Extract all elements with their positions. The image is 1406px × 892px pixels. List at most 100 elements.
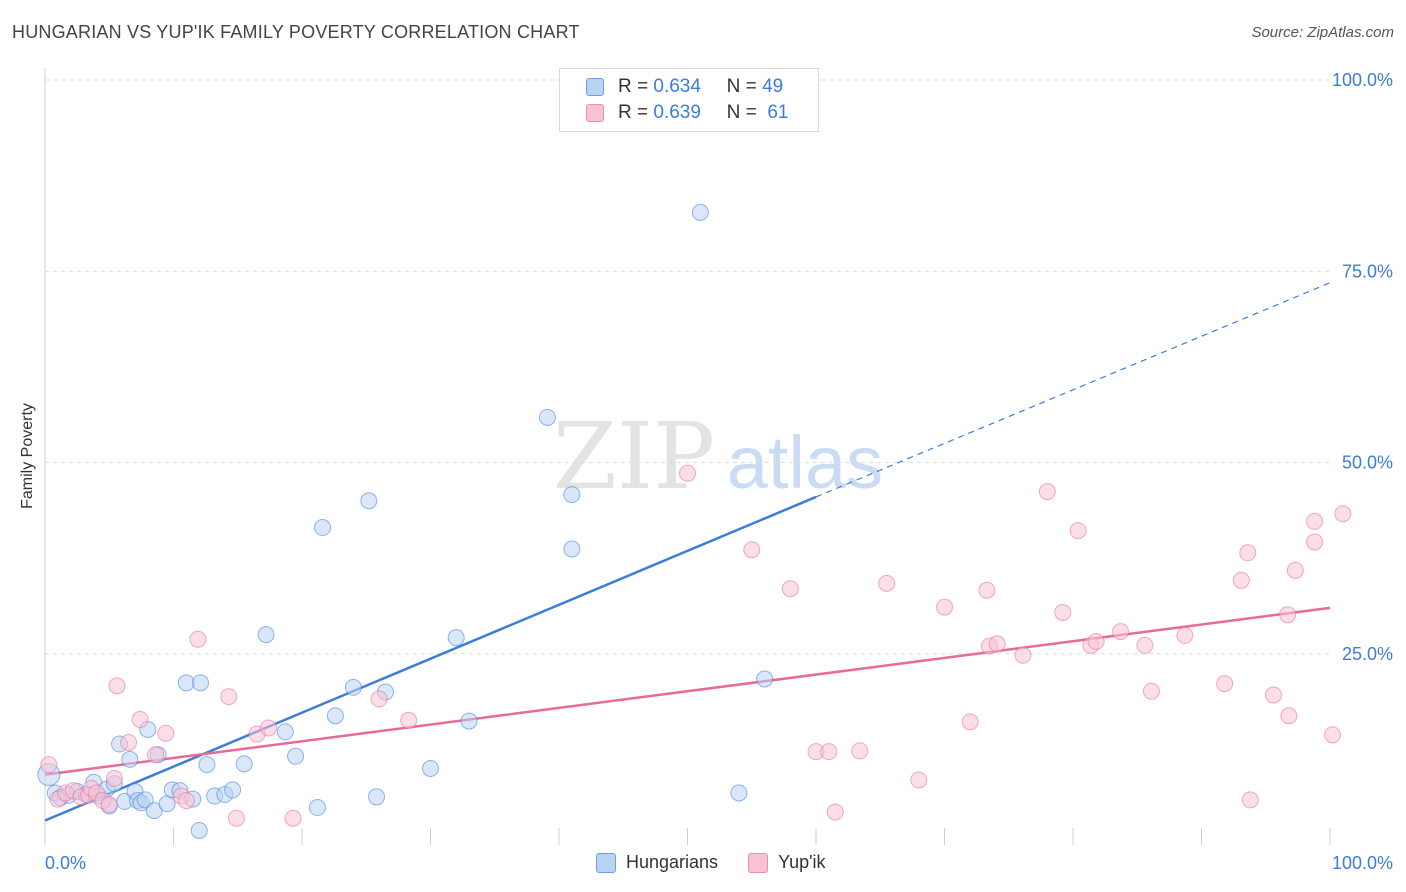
- yupik-point: [826, 803, 844, 821]
- yupik-point: [157, 724, 175, 742]
- hungarian-point: [756, 670, 774, 688]
- hungarian-point: [224, 781, 242, 799]
- data-points: [37, 203, 1352, 839]
- yupik-point: [1280, 707, 1298, 725]
- yupik-point: [1232, 571, 1250, 589]
- hungarian-point: [326, 707, 344, 725]
- legend-n-value: 61: [767, 102, 789, 123]
- legend-item-hungarians: Hungarians: [596, 852, 718, 873]
- hungarian-point: [368, 788, 386, 806]
- legend-r-value: 0.634: [653, 76, 701, 97]
- yupik-point: [1054, 603, 1072, 621]
- yupik-point: [1069, 522, 1087, 540]
- watermark: ZIP atlas: [553, 403, 883, 510]
- yupik-point: [260, 719, 278, 737]
- hungarian-point: [563, 486, 581, 504]
- hungarian-point: [235, 755, 253, 773]
- hungarian-point: [360, 492, 378, 510]
- axes: [44, 68, 1331, 845]
- yupik-point: [227, 809, 245, 827]
- yupik-point: [370, 690, 388, 708]
- yupik-point: [131, 711, 149, 729]
- yupik-point: [743, 541, 761, 559]
- yupik-point: [1264, 686, 1282, 704]
- yupik-point: [1136, 636, 1154, 654]
- yupik-point: [108, 677, 126, 695]
- y-tick-label: 25.0%: [1342, 644, 1393, 664]
- hungarians-trend-line: [44, 495, 817, 822]
- hungarian-point: [538, 408, 556, 426]
- yupik-point: [400, 711, 418, 729]
- yupik-point: [910, 771, 928, 789]
- hungarian-point: [730, 784, 748, 802]
- tick-labels: 25.0% 50.0% 75.0% 100.0% 0.0% 100.0%: [45, 70, 1393, 873]
- hungarian-point: [121, 750, 139, 768]
- yupik-point: [105, 769, 123, 787]
- yupik-point: [1038, 483, 1056, 501]
- hungarian-point: [460, 712, 478, 730]
- yupik-point: [878, 574, 896, 592]
- hungarian-point: [190, 821, 208, 839]
- trend-lines: [44, 282, 1331, 822]
- yupik-point: [1324, 726, 1342, 744]
- hungarian-point: [198, 756, 216, 774]
- yupik-point: [1279, 606, 1297, 624]
- yupik-point: [1241, 791, 1259, 809]
- hungarian-point: [276, 723, 294, 741]
- yupik-point: [1087, 633, 1105, 651]
- yupik-point: [177, 792, 195, 810]
- yupik-point: [781, 580, 799, 598]
- hungarian-point: [422, 760, 439, 777]
- yupik-trend-line: [44, 606, 1331, 776]
- yupik-point: [40, 756, 58, 774]
- hungarian-point: [177, 674, 195, 692]
- legend-item-yupik: Yup'ik: [748, 852, 826, 873]
- grid: [45, 79, 1330, 655]
- hungarians-legend-swatch: [596, 852, 616, 873]
- stats-legend: R = 0.634 N = 49 R = 0.639 N = 61: [559, 68, 819, 132]
- x-tick-label: 0.0%: [45, 853, 86, 873]
- hungarians-swatch: [586, 78, 604, 96]
- legend-n-value: 49: [762, 76, 784, 97]
- yupik-swatch: [586, 104, 604, 122]
- yupik-point: [1306, 533, 1324, 551]
- legend-row-hungarians: R = 0.634 N = 49: [586, 75, 783, 99]
- chart-title: HUNGARIAN VS YUP'IK FAMILY POVERTY CORRE…: [12, 22, 580, 42]
- hungarian-point: [691, 203, 709, 221]
- yupik-point: [284, 809, 302, 827]
- yupik-point: [1239, 544, 1257, 562]
- legend-n-label: N =: [726, 76, 757, 97]
- hungarian-point: [314, 519, 332, 537]
- y-tick-label: 75.0%: [1342, 261, 1393, 281]
- yupik-point: [1176, 626, 1194, 644]
- yupik-legend-swatch: [748, 852, 769, 873]
- yupik-point: [220, 688, 238, 706]
- yupik-point: [147, 746, 165, 764]
- yupik-point: [1286, 561, 1304, 579]
- yupik-point: [961, 713, 979, 731]
- yupik-point: [820, 743, 838, 761]
- yupik-point: [120, 733, 138, 751]
- y-tick-label: 100.0%: [1332, 70, 1393, 90]
- hungarian-point: [344, 678, 362, 696]
- yupik-point: [1334, 505, 1352, 523]
- yupik-point: [988, 635, 1006, 653]
- legend-r-label: R =: [618, 102, 649, 123]
- yupik-point: [1014, 646, 1032, 664]
- yupik-point: [1112, 623, 1130, 641]
- yupik-point: [189, 630, 207, 648]
- y-tick-label: 50.0%: [1342, 453, 1393, 473]
- hungarian-point: [287, 747, 305, 765]
- legend-r-value: 0.639: [653, 102, 701, 123]
- yupik-point: [936, 598, 953, 616]
- yupik-point: [1216, 675, 1234, 693]
- legend-yupik-label: Yup'ik: [778, 852, 826, 872]
- hungarian-point: [308, 799, 326, 817]
- hungarian-point: [191, 674, 209, 692]
- legend-r-label: R =: [618, 76, 649, 97]
- hungarian-point: [447, 629, 465, 647]
- yupik-point: [978, 581, 996, 599]
- hungarians-trend-extension: [815, 282, 1331, 498]
- yupik-point: [1306, 512, 1324, 530]
